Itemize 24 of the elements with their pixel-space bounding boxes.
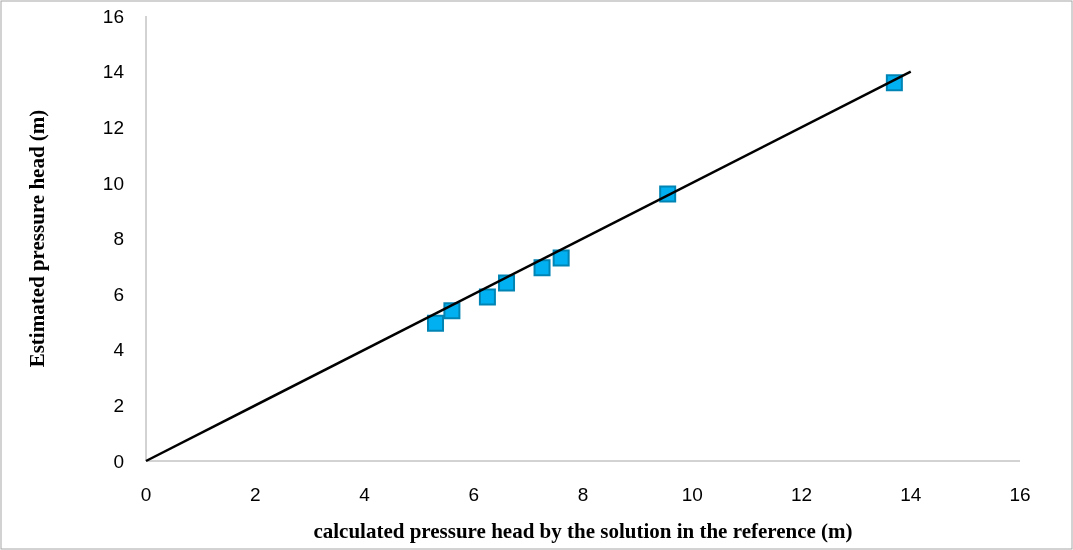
x-tick-label: 10 bbox=[681, 484, 703, 505]
x-axis-title: calculated pressure head by the solution in the reference (m) bbox=[313, 519, 853, 543]
point bbox=[552, 249, 570, 267]
x-tick-label: 0 bbox=[140, 484, 152, 505]
x-tick-label: 4 bbox=[359, 484, 371, 505]
y-tick-label: 8 bbox=[113, 228, 124, 250]
x-tick-label: 6 bbox=[468, 484, 480, 505]
y-tick-label: 12 bbox=[102, 116, 124, 138]
x-tick-label: 14 bbox=[900, 484, 922, 505]
point bbox=[478, 288, 496, 306]
y-tick-label: 16 bbox=[102, 5, 124, 27]
point bbox=[427, 314, 445, 332]
x-tick-label: 12 bbox=[790, 484, 813, 505]
y-tick-label: 6 bbox=[113, 283, 124, 305]
y-axis-title: Estimated pressure head (m) bbox=[25, 109, 49, 368]
y-tick-label: 0 bbox=[113, 450, 124, 472]
y-tick-label: 4 bbox=[113, 339, 125, 361]
y-tick-label: 10 bbox=[102, 172, 124, 194]
y-tick-label: 2 bbox=[113, 395, 124, 417]
x-tick-label: 2 bbox=[249, 484, 261, 505]
x-tick-label: 8 bbox=[577, 484, 589, 505]
point bbox=[533, 259, 551, 277]
x-tick-label: 16 bbox=[1009, 484, 1031, 505]
y-tick-label: 14 bbox=[102, 61, 125, 83]
